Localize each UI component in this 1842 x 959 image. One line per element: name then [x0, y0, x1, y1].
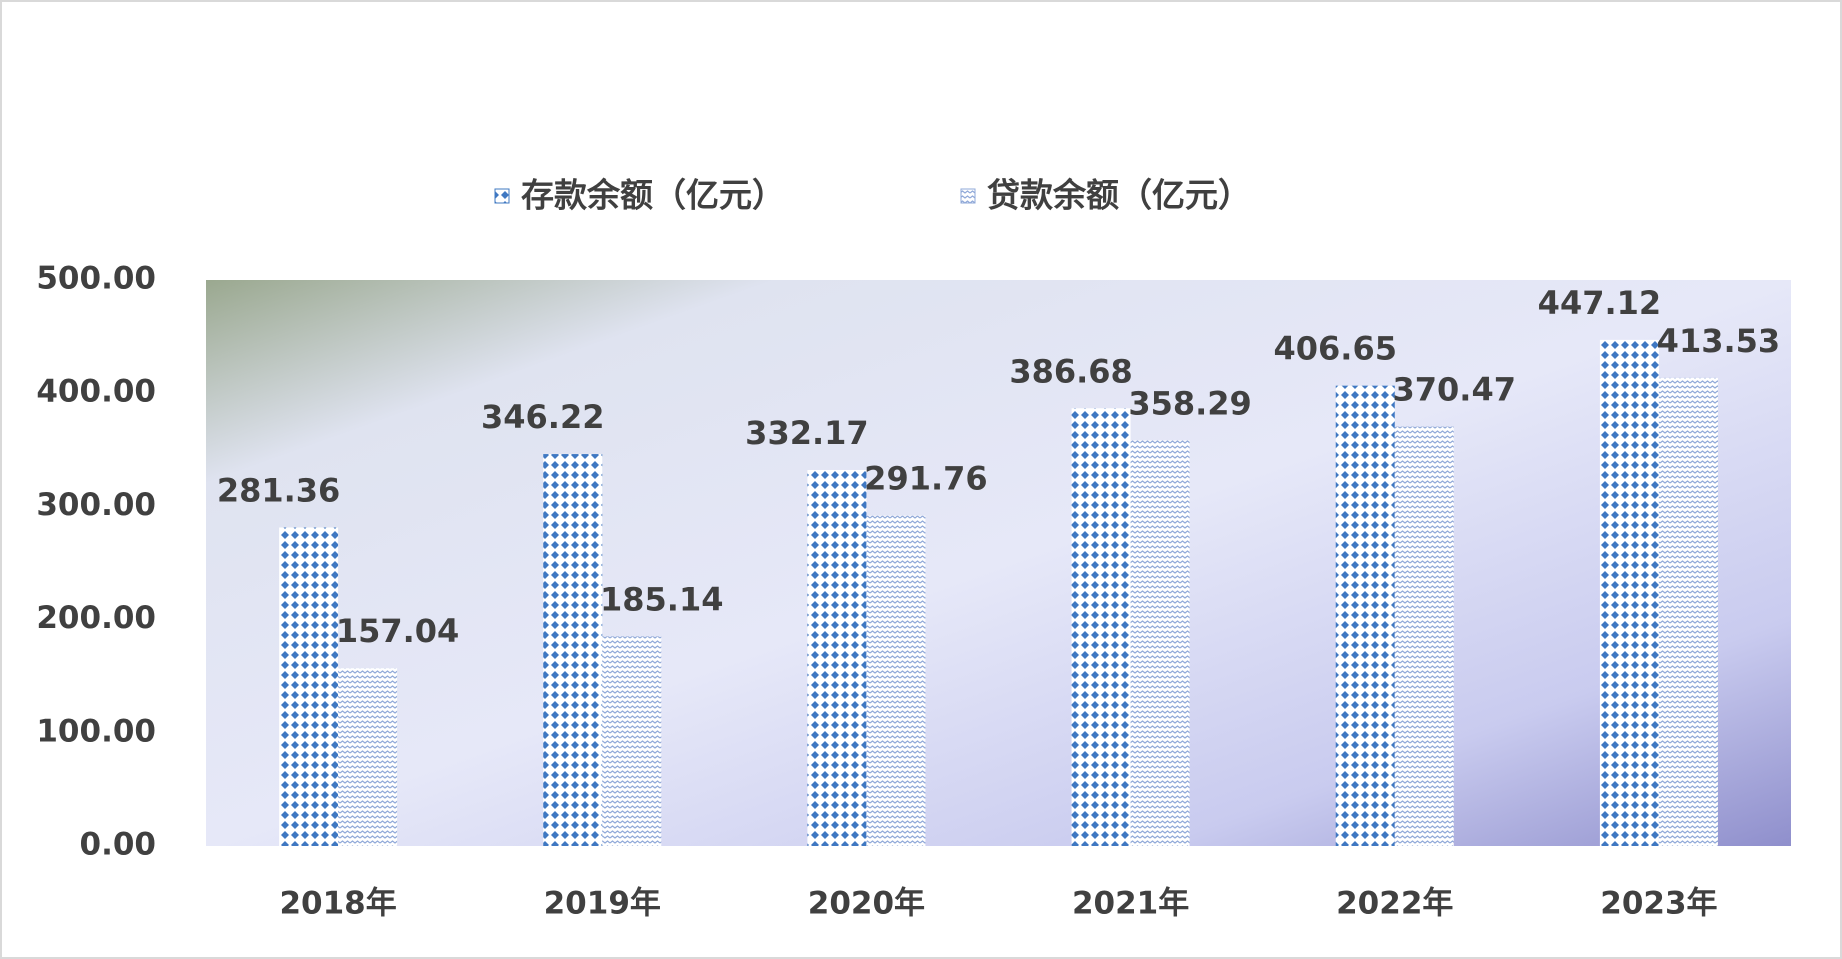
bar [1335, 385, 1395, 846]
bar [338, 668, 398, 846]
bar [279, 527, 339, 846]
data-label: 157.04 [336, 612, 459, 650]
y-tick-label: 500.00 [36, 261, 156, 297]
legend-label: 贷款余额（亿元） [987, 176, 1251, 215]
legend-marker [960, 188, 976, 204]
bar [543, 454, 603, 846]
bar [1071, 408, 1131, 846]
bar [1599, 339, 1659, 846]
x-tick-label: 2020年 [808, 886, 925, 922]
x-tick-label: 2019年 [544, 886, 661, 922]
x-tick-label: 2018年 [279, 886, 396, 922]
bar [866, 515, 926, 846]
x-tick-label: 2022年 [1336, 886, 1453, 922]
y-tick-label: 100.00 [36, 713, 156, 749]
data-label: 413.53 [1657, 322, 1780, 360]
x-tick-label: 2023年 [1600, 886, 1717, 922]
legend-label: 存款余额（亿元） [521, 176, 785, 215]
data-label: 370.47 [1393, 371, 1516, 409]
legend-marker [494, 188, 510, 204]
bar [1394, 426, 1454, 846]
data-label: 447.12 [1538, 284, 1661, 322]
data-label: 346.22 [481, 398, 604, 436]
bar [807, 469, 867, 846]
data-label: 386.68 [1009, 352, 1132, 390]
y-tick-label: 400.00 [36, 374, 156, 410]
y-tick-label: 300.00 [36, 487, 156, 523]
data-label: 406.65 [1274, 330, 1397, 368]
y-tick-label: 0.00 [80, 827, 157, 863]
bar [1130, 440, 1190, 846]
data-label: 291.76 [864, 460, 987, 498]
y-tick-label: 200.00 [36, 600, 156, 636]
data-label: 332.17 [745, 414, 868, 452]
bar [602, 636, 662, 846]
data-label: 281.36 [217, 472, 340, 510]
data-label: 358.29 [1128, 384, 1251, 422]
plot-area [206, 280, 1791, 846]
bar [1658, 377, 1718, 846]
data-label: 185.14 [600, 580, 723, 618]
x-tick-label: 2021年 [1072, 886, 1189, 922]
